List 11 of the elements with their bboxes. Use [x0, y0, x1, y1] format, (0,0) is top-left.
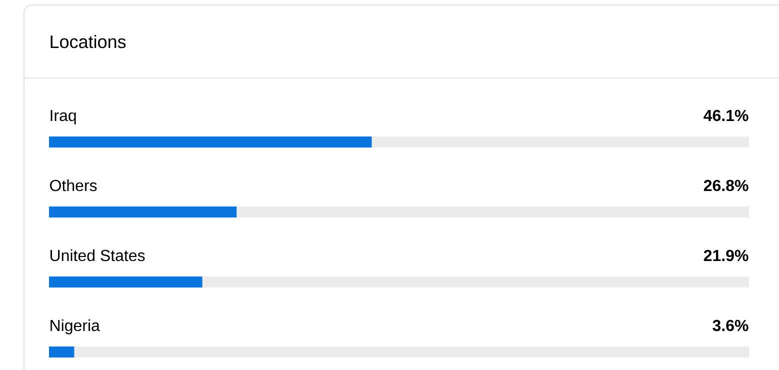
y-tick-label: Iraq	[50, 110, 76, 124]
data-label: 21.9%	[704, 250, 748, 262]
data-label: 46.1%	[704, 110, 748, 122]
bar	[49, 276, 202, 288]
chart-title: Locations	[50, 34, 126, 48]
bar	[49, 346, 74, 358]
data-label: 26.8%	[704, 180, 748, 192]
y-tick-label: Others	[50, 179, 97, 192]
y-tick-label: United States	[50, 249, 145, 262]
y-tick-label: Nigeria	[50, 319, 100, 334]
data-label: 3.6%	[712, 320, 748, 332]
